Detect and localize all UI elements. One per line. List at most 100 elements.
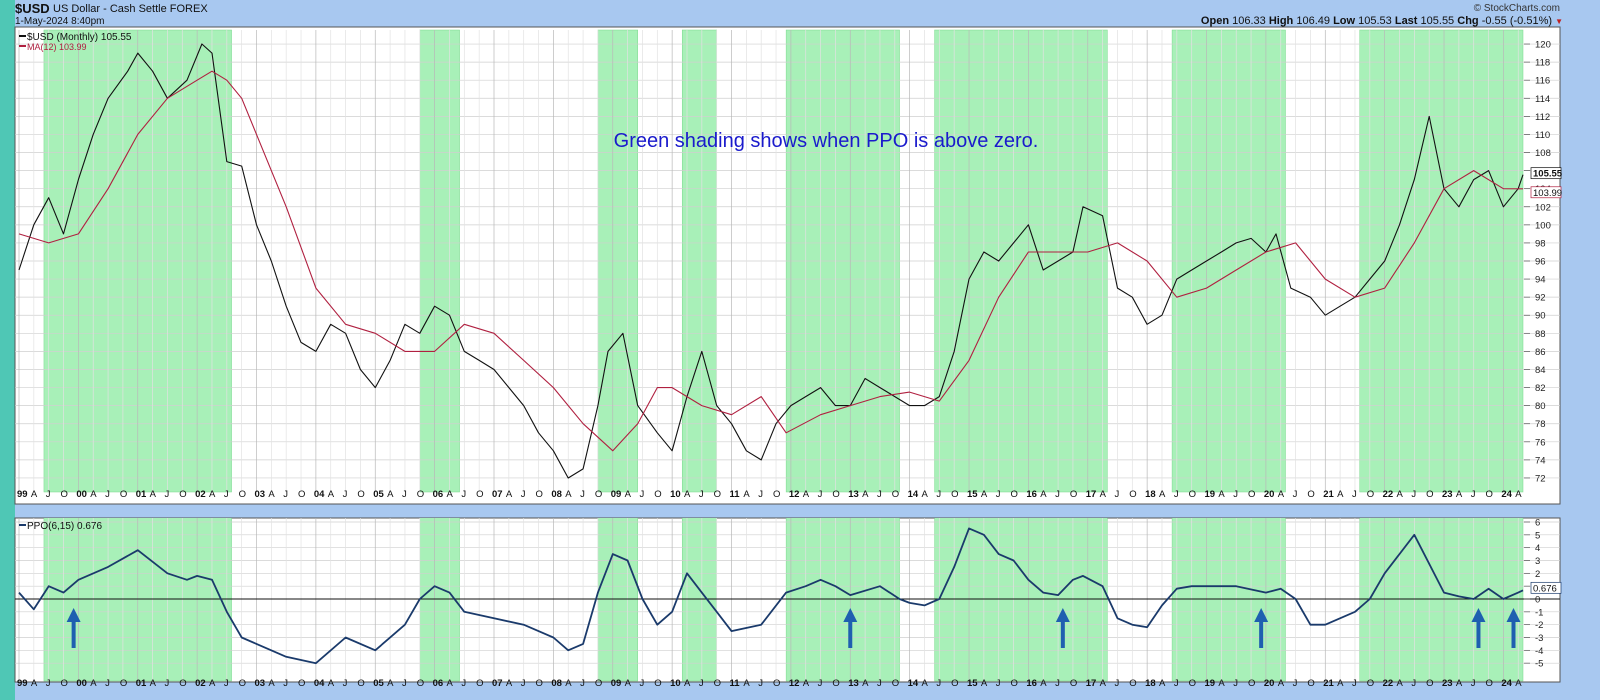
bot-x-tick-label: 18	[1145, 678, 1156, 689]
bot-x-tick-label: O	[1486, 678, 1493, 689]
top-x-tick-label: O	[1426, 489, 1433, 500]
top-x-tick-label: 09	[611, 489, 622, 500]
top-x-tick-label: 24	[1501, 489, 1512, 500]
top-x-tick-label: 16	[1026, 489, 1037, 500]
bot-y-tick-label: 0	[1535, 595, 1540, 606]
bot-x-tick-label: J	[699, 678, 704, 689]
top-x-tick-label: J	[46, 489, 51, 500]
chg-label: Chg	[1457, 15, 1479, 27]
top-x-tick-label: 07	[492, 489, 503, 500]
bot-x-tick-label: 08	[551, 678, 562, 689]
bot-x-tick-label: O	[832, 678, 839, 689]
bot-x-tick-label: J	[639, 678, 644, 689]
bot-x-tick-label: J	[105, 678, 110, 689]
bot-y-tick-label: 4	[1535, 543, 1540, 554]
bot-x-tick-label: O	[61, 678, 68, 689]
top-x-tick-label: O	[1367, 489, 1374, 500]
arrow-shaft	[1060, 620, 1065, 648]
bot-x-tick-label: 19	[1205, 678, 1216, 689]
bot-x-tick-label: 99	[17, 678, 28, 689]
bot-x-tick-label: J	[1114, 678, 1119, 689]
top-x-tick-label: 02	[195, 489, 206, 500]
arrow-shaft	[1476, 620, 1481, 648]
bot-x-tick-label: A	[150, 678, 157, 689]
top-x-tick-label: J	[224, 489, 229, 500]
top-x-tick-label: 20	[1264, 489, 1275, 500]
arrow-shaft	[1511, 620, 1516, 648]
bot-x-tick-label: O	[1426, 678, 1433, 689]
bot-x-tick-label: 14	[908, 678, 919, 689]
top-x-tick-label: A	[150, 489, 157, 500]
high-label: High	[1268, 15, 1294, 27]
top-x-tick-label: A	[1278, 489, 1285, 500]
top-x-tick-label: 21	[1323, 489, 1334, 500]
top-x-tick-label: J	[639, 489, 644, 500]
left-accent-stripe	[0, 0, 15, 700]
up-arrow-icon	[843, 608, 858, 622]
top-x-tick-label: J	[1174, 489, 1179, 500]
bot-x-tick-label: J	[1352, 678, 1357, 689]
top-x-tick-label: 05	[373, 489, 384, 500]
bot-x-tick-label: A	[90, 678, 97, 689]
top-x-tick-label: 99	[17, 489, 28, 500]
chart-header: $USD US Dollar - Cash Settle FOREX 1-May…	[0, 0, 1600, 28]
last-value: 105.55	[1420, 15, 1455, 27]
top-x-tick-label: A	[506, 489, 513, 500]
bot-y-tick-label: -2	[1535, 620, 1543, 631]
bot-x-tick-label: O	[951, 678, 958, 689]
brand-label: © StockCharts.com	[1473, 3, 1560, 14]
top-x-tick-label: A	[1040, 489, 1047, 500]
bot-x-tick-label: O	[1307, 678, 1314, 689]
top-x-tick-label: J	[818, 489, 823, 500]
bot-y-tick-label: -1	[1535, 607, 1543, 618]
top-x-tick-label: A	[268, 489, 275, 500]
chart-date: 1-May-2024 8:40pm	[15, 16, 105, 27]
bot-x-tick-label: A	[1040, 678, 1047, 689]
bot-x-tick-label: 21	[1323, 678, 1334, 689]
top-x-tick-label: 22	[1383, 489, 1394, 500]
bot-x-tick-label: O	[1129, 678, 1136, 689]
symbol-label: $USD	[15, 1, 50, 16]
bot-x-tick-label: O	[1367, 678, 1374, 689]
bot-x-tick-label: 09	[611, 678, 622, 689]
top-x-tick-label: 10	[670, 489, 681, 500]
bot-x-tick-label: A	[803, 678, 810, 689]
top-x-tick-label: O	[179, 489, 186, 500]
bot-x-tick-label: A	[1278, 678, 1285, 689]
bot-x-tick-label: 06	[433, 678, 444, 689]
bot-x-tick-label: A	[387, 678, 394, 689]
bot-x-tick-label: A	[981, 678, 988, 689]
top-x-tick-label: J	[1233, 489, 1238, 500]
top-x-tick-label: 14	[908, 489, 919, 500]
bot-x-tick-label: 02	[195, 678, 206, 689]
bot-x-tick-label: 22	[1383, 678, 1394, 689]
bot-x-tick-label: A	[1515, 678, 1522, 689]
bot-x-tick-label: A	[625, 678, 632, 689]
bot-x-tick-label: O	[179, 678, 186, 689]
bot-x-tick-label: J	[936, 678, 941, 689]
bot-x-tick-label: 13	[848, 678, 859, 689]
top-x-tick-label: 03	[255, 489, 266, 500]
top-x-tick-label: A	[31, 489, 38, 500]
top-x-tick-label: O	[120, 489, 127, 500]
bot-y-tick-label: 6	[1535, 518, 1540, 529]
top-x-tick-label: O	[654, 489, 661, 500]
open-label: Open	[1200, 15, 1230, 27]
top-x-tick-label: J	[105, 489, 110, 500]
bot-x-tick-label: O	[595, 678, 602, 689]
bot-x-tick-label: O	[1011, 678, 1018, 689]
top-x-tick-label: A	[803, 489, 810, 500]
top-x-tick-label: J	[402, 489, 407, 500]
top-x-tick-label: 11	[730, 489, 741, 500]
top-x-tick-label: A	[90, 489, 97, 500]
ma-last-tag-box	[1530, 186, 1562, 199]
ppo-line	[18, 527, 1524, 665]
top-x-tick-label: A	[1515, 489, 1522, 500]
ppo-panel: 6543210-1-2-3-4-5 99AJO00AJO01AJO02AJO03…	[14, 517, 1562, 689]
bot-y-tick-label: 2	[1535, 569, 1540, 580]
bot-x-tick-label: O	[714, 678, 721, 689]
top-x-tick-label: O	[832, 489, 839, 500]
last-label: Last	[1394, 15, 1418, 27]
price-legend: $USD (Monthly) 105.55	[27, 32, 132, 43]
top-x-tick-label: J	[699, 489, 704, 500]
